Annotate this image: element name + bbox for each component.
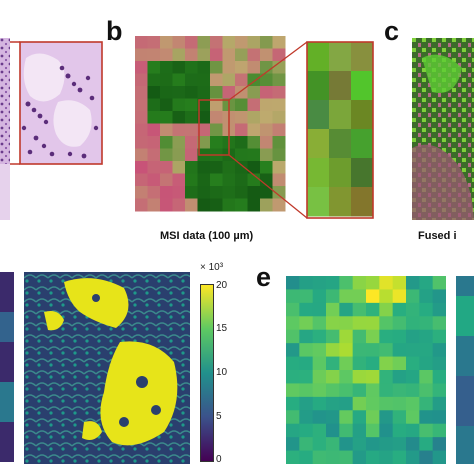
colorbar-tick: 20 [216, 280, 228, 291]
fused-image [412, 38, 474, 220]
panel-c-partial [412, 38, 474, 220]
panel-e-label: e [256, 262, 272, 292]
he-stain-image [0, 38, 103, 220]
intensity-map [24, 272, 190, 464]
panel-b-label: b [106, 16, 123, 46]
colorbar-tick: 0 [216, 454, 222, 465]
pixel-intensity-map [286, 276, 446, 464]
zoom-inset-frame [306, 41, 374, 219]
panel-b-caption: MSI data (100 µm) [160, 230, 254, 242]
colorbar-tick: 15 [216, 323, 228, 334]
panel-c-label: c [384, 16, 400, 46]
colorbar-tick: 5 [216, 411, 222, 422]
panel-d-heatmap [24, 272, 190, 464]
panel-a-partial [0, 38, 112, 220]
zoom-region-box [198, 99, 230, 156]
panel-e-heatmap [286, 276, 446, 464]
panel-c-caption: Fused i [418, 230, 457, 242]
colorbar [200, 284, 214, 462]
colorbar-tick: 10 [216, 367, 228, 378]
panel-d-left-strip [0, 272, 14, 462]
panel-e-right-strip [456, 276, 474, 464]
panel-b [135, 36, 375, 221]
colorbar-multiplier: × 10³ [200, 262, 224, 273]
msi-data-image [135, 36, 374, 219]
